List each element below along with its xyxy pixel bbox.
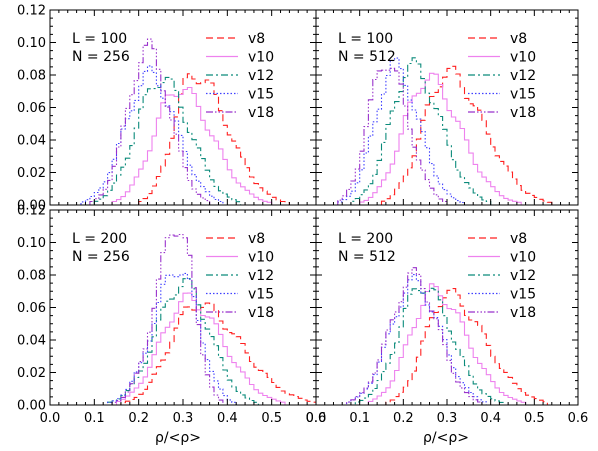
x-tick-label: 0.1 xyxy=(84,411,105,426)
legend-label-v15: v15 xyxy=(248,287,274,303)
legend-label-v8: v8 xyxy=(510,31,527,47)
y-tick-label: 0.06 xyxy=(17,101,46,116)
histogram-v12 xyxy=(316,57,578,206)
legend-label-v12: v12 xyxy=(510,68,536,84)
legend-label-v18: v18 xyxy=(248,105,274,121)
panel-annotation: L = 200 xyxy=(72,231,127,247)
histogram-v12 xyxy=(316,287,578,406)
histogram-v15 xyxy=(50,65,316,206)
panel-annotation: N = 512 xyxy=(338,49,396,65)
x-tick-label: 0.5 xyxy=(261,411,282,426)
legend-label-v18: v18 xyxy=(510,305,536,321)
x-tick-label: 0.5 xyxy=(524,411,545,426)
x-tick-label: 0.3 xyxy=(173,411,194,426)
legend-label-v18: v18 xyxy=(510,105,536,121)
histogram-v15 xyxy=(316,274,578,406)
legend-label-v8: v8 xyxy=(510,231,527,247)
histogram-v10 xyxy=(50,86,316,206)
histogram-v10 xyxy=(316,283,578,406)
x-tick-label: 0.1 xyxy=(349,411,370,426)
y-tick-label: 0.04 xyxy=(17,334,46,349)
legend-label-v10: v10 xyxy=(510,250,536,266)
legend-label-v12: v12 xyxy=(248,68,274,84)
x-tick-label: 0.2 xyxy=(128,411,149,426)
y-tick-label: 0.12 xyxy=(17,4,46,19)
y-tick-label: 0.02 xyxy=(17,166,46,181)
y-tick-label: 0.00 xyxy=(17,199,46,214)
legend-label-v8: v8 xyxy=(248,31,265,47)
x-tick-label: 0.2 xyxy=(393,411,414,426)
x-tick-label: 0.0 xyxy=(40,411,61,426)
panel-annotation: L = 100 xyxy=(72,31,127,47)
x-tick-label: 0.3 xyxy=(437,411,458,426)
histogram-v8 xyxy=(50,302,316,406)
panel-annotation: N = 256 xyxy=(72,249,130,265)
legend-label-v8: v8 xyxy=(248,231,265,247)
x-axis-label-left: ρ/<ρ> xyxy=(155,430,201,446)
y-tick-label: 0.10 xyxy=(17,36,46,51)
x-tick-label: 0.6 xyxy=(306,411,327,426)
legend-label-v10: v10 xyxy=(248,250,274,266)
panel-bottom-right: 0.0 0.1 0.2 0.3 0.4 0.5 0.6 L = 200 N = 512 v8 v10… xyxy=(306,209,589,426)
panel-top-right: L = 100 N = 512 v8 v10 v12 v15 v18 xyxy=(315,9,579,206)
histogram-v18 xyxy=(316,267,578,406)
legend-label-v10: v10 xyxy=(510,50,536,66)
legend-label-v15: v15 xyxy=(248,87,274,103)
legend-label-v12: v12 xyxy=(248,268,274,284)
y-tick-label: 0.02 xyxy=(17,366,46,381)
panel-annotation: N = 256 xyxy=(72,49,130,65)
legend-label-v10: v10 xyxy=(248,50,274,66)
histogram-v10 xyxy=(316,72,578,206)
legend-label-v12: v12 xyxy=(510,268,536,284)
legend-label-v15: v15 xyxy=(510,87,536,103)
panel-bottom-left: 0.0 0.1 0.2 0.3 0.4 0.5 0.6 0.00 0.02 0.04 0.06 0.0… xyxy=(17,204,326,427)
histogram-v12 xyxy=(50,278,316,406)
panel-annotation: L = 200 xyxy=(338,231,393,247)
x-tick-label: 0.6 xyxy=(568,411,589,426)
legend-label-v15: v15 xyxy=(510,287,536,303)
histogram-v8 xyxy=(316,65,578,206)
y-tick-label: 0.08 xyxy=(17,69,46,84)
panel-annotation: N = 512 xyxy=(338,249,396,265)
y-tick-label: 0.06 xyxy=(17,301,46,316)
y-tick-label: 0.00 xyxy=(17,399,46,414)
panel-top-left: 0.00 0.02 0.04 0.06 0.08 0.10 0.12 L = 100 N = 2… xyxy=(17,4,317,214)
y-tick-label: 0.10 xyxy=(17,236,46,251)
y-tick-label: 0.08 xyxy=(17,269,46,284)
panel-annotation: L = 100 xyxy=(338,31,393,47)
y-tick-label: 0.12 xyxy=(17,204,46,219)
x-tick-label: 0.4 xyxy=(480,411,501,426)
panels: 0.00 0.02 0.04 0.06 0.08 0.10 0.12 L = 100 N = 2… xyxy=(17,4,588,427)
x-tick-label: 0.4 xyxy=(217,411,238,426)
x-tick-label: 0.0 xyxy=(306,411,327,426)
y-tick-label: 0.04 xyxy=(17,134,46,149)
legend-label-v18: v18 xyxy=(248,305,274,321)
histogram-v10 xyxy=(50,292,316,406)
x-axis-label-right: ρ/<ρ> xyxy=(423,430,469,446)
